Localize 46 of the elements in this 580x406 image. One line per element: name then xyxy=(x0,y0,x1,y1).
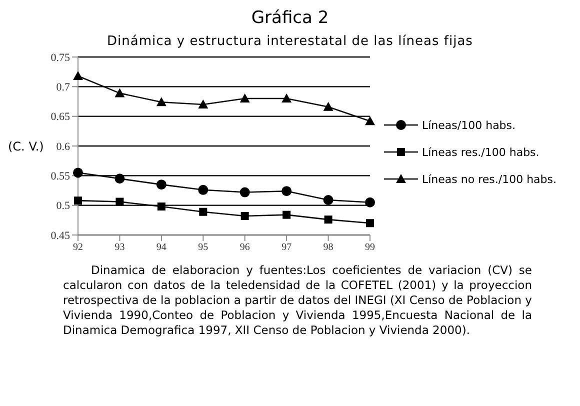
point xyxy=(323,102,334,111)
chart-subtitle: Dinámica y estructura interestatal de las líneas fijas xyxy=(106,34,474,49)
point xyxy=(157,202,166,211)
point xyxy=(114,88,125,98)
point xyxy=(366,219,374,228)
point xyxy=(116,198,124,206)
point xyxy=(73,168,83,178)
point xyxy=(323,194,334,205)
point xyxy=(365,197,375,208)
y-tick-label: 0.55 xyxy=(50,170,70,183)
legend-label: Líneas res./100 habs. xyxy=(422,146,540,158)
y-tick-label: 0.7 xyxy=(56,82,70,94)
point xyxy=(198,99,208,108)
x-tick-label: 99 xyxy=(365,242,375,254)
x-tick-label: 95 xyxy=(198,242,208,254)
point xyxy=(282,94,292,103)
x-tick-label: 92 xyxy=(73,242,83,254)
x-tick-label: 98 xyxy=(323,242,334,254)
point xyxy=(240,94,250,103)
x-tick-label: 97 xyxy=(282,242,292,254)
legend-label: Líneas no res./100 habs. xyxy=(422,172,556,186)
y-tick-label: 0.65 xyxy=(50,111,70,124)
point xyxy=(156,180,166,190)
point xyxy=(240,187,250,198)
legend-label: Líneas/100 habs. xyxy=(422,118,516,132)
x-tick-label: 93 xyxy=(114,242,125,254)
point xyxy=(73,70,83,80)
y-tick-label: 0.75 xyxy=(50,52,70,64)
point xyxy=(199,208,208,216)
y-tick-label: 0.5 xyxy=(56,200,70,212)
point xyxy=(74,196,82,205)
y-tick-label: 0.45 xyxy=(50,230,70,242)
point xyxy=(240,212,249,220)
point xyxy=(324,216,332,224)
x-tick-label: 96 xyxy=(240,242,250,254)
point xyxy=(198,184,208,195)
point xyxy=(282,186,292,196)
point xyxy=(365,116,375,126)
x-tick-label: 94 xyxy=(156,242,166,254)
point xyxy=(156,97,166,106)
y-tick-label: 0.6 xyxy=(56,140,70,153)
point xyxy=(282,210,291,219)
chart-title: Gráfica 2 xyxy=(250,8,330,28)
y-axis-title: (C. V.) xyxy=(8,139,44,154)
point xyxy=(114,174,125,184)
text: Dinamica de elaboracion y fuentes:Los coeficientes de variacion (CV) se calcularon con datos de la teledensidad de la COFETEL (2001) y la proyeccion retrospectiva de la poblacion a partir de datos del INEGI (XI Censo de Poblacion y Vivienda 1990,Conteo de Poblacion y Vivienda 1995,Encuesta Nacional de la Dinamica Demografica 1997, XII Censo de Poblacion y Vivienda 2000). xyxy=(63,263,532,338)
